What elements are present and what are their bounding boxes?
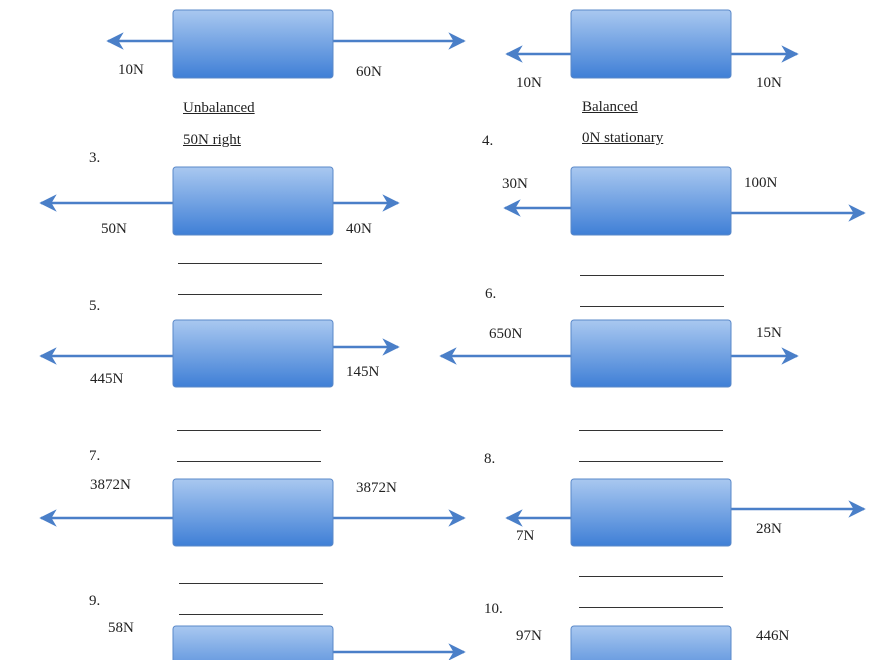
answer-blank-7a[interactable] [179,583,323,584]
answer-blank-7b[interactable] [179,614,323,615]
right-force-label-2: 10N [756,75,782,91]
answer-blank-3a[interactable] [178,263,322,264]
answer-blank-8b[interactable] [579,607,723,608]
left-force-label-2: 10N [516,75,542,91]
problem-number-3: 3. [89,150,101,166]
right-force-label-7: 3872N [356,480,397,496]
answer-blank-8a[interactable] [579,576,723,577]
right-force-label-1: 60N [356,64,382,80]
answer-1-line-2: 50N right [183,132,241,148]
answer-blank-5b[interactable] [177,461,321,462]
left-force-label-5: 445N [90,371,124,387]
answer-blank-6b[interactable] [579,461,723,462]
box-4 [570,166,732,236]
left-force-label-8: 7N [516,528,535,544]
right-force-label-5: 145N [346,364,380,380]
left-force-label-10: 97N [516,628,542,644]
left-force-label-7: 3872N [90,477,131,493]
problem-number-7: 7. [89,448,101,464]
right-force-label-4: 100N [744,175,778,191]
left-force-label-9: 58N [108,620,134,636]
problem-number-6: 6. [485,286,497,302]
right-force-label-10: 446N [756,628,790,644]
answer-blank-3b[interactable] [178,294,322,295]
left-force-label-3: 50N [101,221,127,237]
problem-number-8: 8. [484,451,496,467]
problem-number-9: 9. [89,593,101,609]
problem-number-5: 5. [89,298,101,314]
box-9 [172,625,334,660]
box-8 [570,478,732,547]
problem-number-4: 4. [482,133,494,149]
left-force-label-4: 30N [502,176,528,192]
answer-1-line-1: Unbalanced [183,100,255,116]
right-force-label-8: 28N [756,521,782,537]
box-7 [172,478,334,547]
right-force-label-3: 40N [346,221,372,237]
right-force-label-6: 15N [756,325,782,341]
box-5 [172,319,334,388]
answer-blank-5a[interactable] [177,430,321,431]
answer-blank-4a[interactable] [580,275,724,276]
answer-2-line-2: 0N stationary [582,130,664,146]
answer-blank-6a[interactable] [579,430,723,431]
left-force-label-1: 10N [118,62,144,78]
left-force-label-6: 650N [489,326,523,342]
box-3 [172,166,334,236]
answer-blank-4b[interactable] [580,306,724,307]
problem-number-10: 10. [484,601,503,617]
box-6 [570,319,732,388]
box-1 [172,9,334,79]
answer-2-line-1: Balanced [582,99,638,115]
box-2 [570,9,732,79]
box-10 [570,625,732,660]
